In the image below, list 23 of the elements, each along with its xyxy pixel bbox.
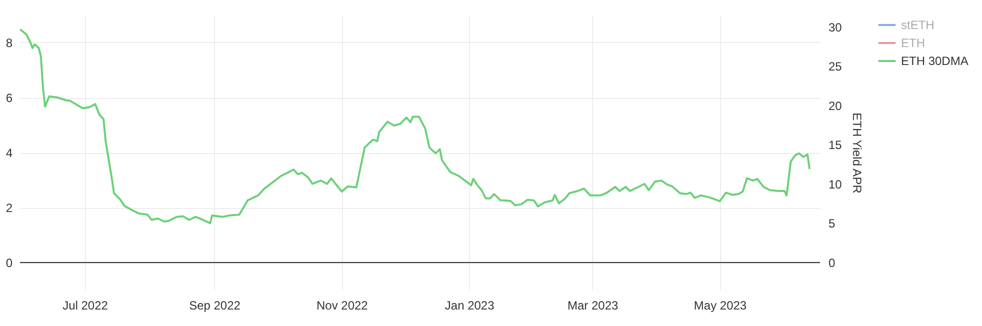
y2-tick-label: 0 xyxy=(828,256,836,270)
y2-tick-label: 10 xyxy=(828,177,842,192)
y2-tick-label: 5 xyxy=(828,216,836,231)
y2-tick-label: 20 xyxy=(828,98,842,113)
x-tick-label: Jan 2023 xyxy=(444,298,495,312)
y2-tick-label: 15 xyxy=(828,138,842,152)
y2-tick-label: 25 xyxy=(828,60,842,74)
x-tick-label: Mar 2023 xyxy=(567,298,618,312)
x-tick-label: May 2023 xyxy=(694,298,747,312)
y-tick-label: 8 xyxy=(6,36,13,50)
line-series xyxy=(20,28,811,224)
legend-label: stETH xyxy=(901,18,934,32)
legend-label: ETH xyxy=(901,36,925,50)
y-tick-label: 4 xyxy=(6,146,13,160)
y-tick-label: 2 xyxy=(6,201,13,215)
x-tick-label: Nov 2022 xyxy=(316,298,368,312)
y2-axis-title: ETH Yield APR xyxy=(850,112,864,194)
y-tick-label: 0 xyxy=(6,256,13,270)
legend-label: ETH 30DMA xyxy=(901,54,968,68)
x-tick-label: Sep 2022 xyxy=(189,298,241,312)
y2-tick-label: 30 xyxy=(828,20,842,34)
y-tick-label: 6 xyxy=(6,91,13,105)
x-tick-label: Jul 2022 xyxy=(62,298,108,312)
